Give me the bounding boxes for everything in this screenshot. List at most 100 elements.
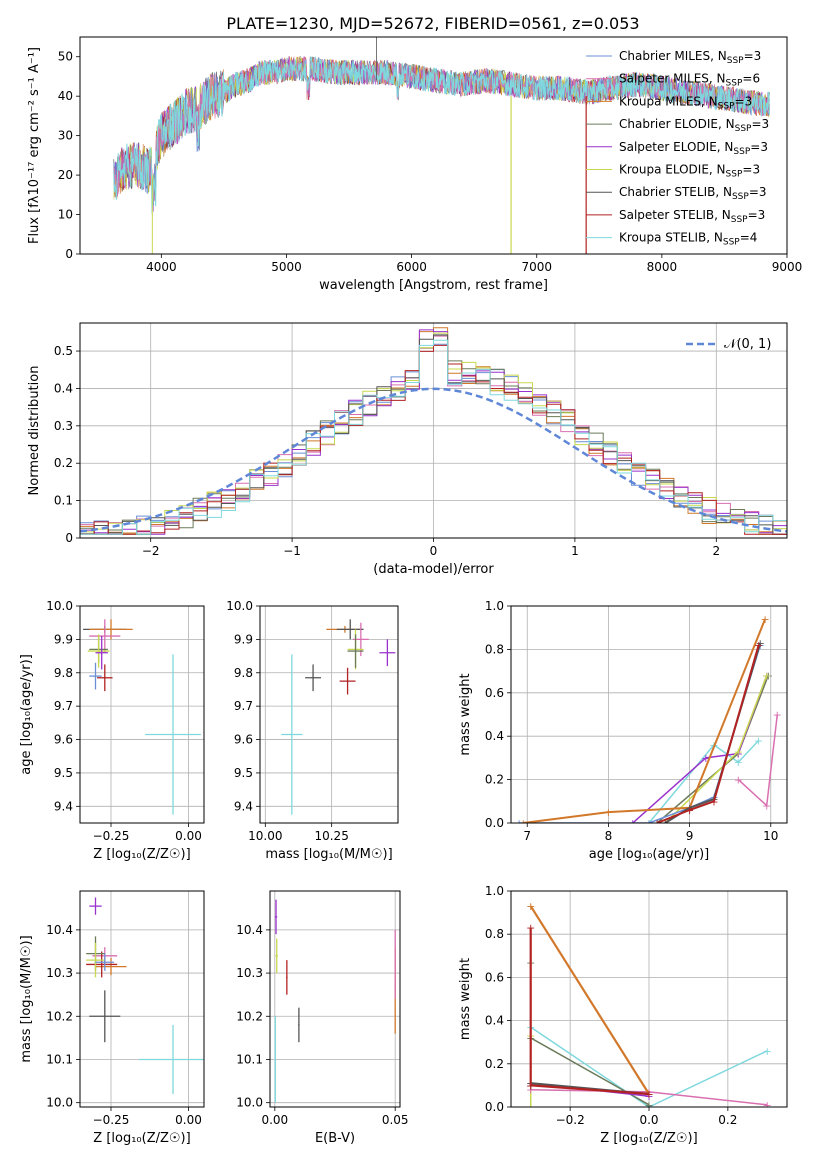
y-tick-label: 0.4: [485, 729, 504, 743]
chart-panel-2: −0.25 0.00 9.4 9.5 9.6 9.7 9.8 9.9 10.0 Z [log₁₀(…: [19, 599, 205, 862]
legend-entry: Salpeter STELIB, NSSP=3: [619, 208, 765, 225]
weight-marker: +: [734, 774, 743, 787]
y-tick-label: 0.6: [485, 970, 504, 984]
x-tick-label: 0.05: [382, 1113, 409, 1127]
y-tick-label: 9.9: [54, 632, 73, 646]
weight-marker: +: [762, 800, 771, 813]
y-tick-label: 10.4: [46, 923, 73, 937]
legend-label: Salpeter STELIB, N: [619, 208, 731, 222]
plot-area: [274, 899, 396, 1103]
weight-marker: +: [734, 745, 743, 758]
y-tick-label: 0.2: [485, 1057, 504, 1071]
legend-entry: Salpeter MILES, NSSP=6: [619, 72, 760, 89]
histogram-series-4: [80, 329, 787, 535]
legend-tail: =3: [748, 208, 766, 222]
y-tick-label: 9.5: [54, 766, 73, 780]
legend-sub: SSP: [731, 215, 748, 225]
x-axis-label: Z [log₁₀(Z/Z☉)]: [93, 847, 190, 862]
weight-marker: +: [526, 1079, 535, 1092]
weight-line-1: [530, 1088, 768, 1106]
axes-frame: [259, 605, 399, 824]
axes-frame: [79, 36, 788, 255]
x-tick-label: 0.00: [175, 1113, 202, 1127]
legend-tail: =3: [750, 140, 768, 154]
normal-curve: [80, 387, 787, 533]
weight-marker: +: [760, 613, 769, 626]
weight-marker: +: [526, 900, 535, 913]
weight-marker: +: [709, 795, 718, 808]
x-tick-label: 10.25: [314, 829, 348, 843]
legend-sub: SSP: [723, 238, 740, 248]
plot-area: [113, 37, 770, 254]
y-tick-label: 0.4: [485, 1014, 504, 1028]
y-tick-label: 0.3: [54, 419, 73, 433]
weight-marker: +: [644, 1088, 653, 1101]
weight-marker: +: [526, 922, 535, 935]
weight-marker: +: [764, 669, 773, 682]
plot-area: +++++++++++ ++++++++++++: [526, 900, 772, 1114]
weight-marker: +: [734, 756, 743, 769]
chart-panel-1: −2 −1 0 1 2 0 0.1 0.2 0.3 0.4 0.5 (data-model)/erro…: [27, 322, 788, 577]
y-tick-label: 9.7: [234, 699, 253, 713]
y-tick-label: 10: [58, 208, 73, 222]
x-tick-label: 7000: [521, 260, 552, 274]
y-tick-label: 0.4: [54, 381, 73, 395]
x-tick-label: 0.0: [639, 1113, 658, 1127]
spectrum-series-8: [113, 56, 770, 214]
y-axis-label: mass weight: [458, 958, 473, 1040]
x-tick-label: 10.00: [248, 829, 282, 843]
axes-frame: [510, 605, 788, 824]
legend-label: Chabrier STELIB, N: [619, 185, 732, 199]
weight-marker: +: [526, 1101, 535, 1114]
y-tick-label: 0: [65, 247, 73, 261]
legend-tail: =3: [742, 163, 760, 177]
legend-sub: SSP: [733, 147, 750, 157]
plot-area: +++++++++ +++++++++ ++++++ ++++++++++: [515, 613, 782, 830]
y-tick-label: 0.2: [54, 456, 73, 470]
legend-entry: Salpeter ELODIE, NSSP=3: [619, 140, 768, 157]
y-tick-label: 30: [58, 129, 73, 143]
weight-marker: +: [773, 709, 782, 722]
legend-label: Kroupa STELIB, N: [619, 231, 723, 245]
y-tick-label: 0.2: [485, 773, 504, 787]
chart-panel-6: 0.00 0.05 10.0 10.1 10.2 10.3 10.4 E(B-V): [236, 890, 409, 1146]
weight-marker: +: [515, 817, 524, 830]
weight-marker: +: [526, 1079, 535, 1092]
y-tick-label: 0.0: [485, 1100, 504, 1114]
legend-sub: SSP: [735, 124, 752, 134]
x-tick-label: 8: [605, 829, 613, 843]
x-tick-label: 9: [686, 829, 694, 843]
weight-line-3: [529, 962, 650, 1106]
y-tick-label: 1.0: [485, 599, 504, 613]
y-tick-label: 0.8: [485, 927, 504, 941]
legend-entry: Chabrier MILES, NSSP=3: [619, 49, 761, 66]
x-axis-label: age [log₁₀(age/yr)]: [589, 847, 710, 862]
legend-entry: 𝒩(0, 1): [724, 337, 771, 352]
x-tick-label: 0: [430, 544, 438, 558]
legend-sub: SSP: [727, 56, 744, 66]
legend-entry: Kroupa ELODIE, NSSP=3: [619, 163, 760, 180]
legend-tail: =3: [751, 117, 769, 131]
y-tick-label: 9.4: [234, 799, 253, 813]
weight-marker: +: [685, 804, 694, 817]
legend-tail: =3: [749, 185, 767, 199]
legend-sub: SSP: [718, 101, 735, 111]
weight-marker: +: [644, 817, 653, 830]
weight-line-7: [529, 927, 650, 1096]
weight-line-1: [737, 714, 779, 808]
y-axis-label: age [log₁₀(age/yr)]: [19, 654, 34, 775]
legend-label: Salpeter ELODIE, N: [619, 140, 733, 154]
x-axis-label: E(B-V): [315, 1131, 355, 1146]
legend-label: Salpeter MILES, N: [619, 72, 726, 86]
weight-line-2: [523, 618, 767, 823]
weight-line-8: [530, 1026, 768, 1107]
x-tick-label: 5000: [271, 260, 302, 274]
x-tick-label: 7: [523, 829, 531, 843]
axes-frame: [79, 890, 205, 1108]
legend-entry: Kroupa MILES, NSSP=3: [619, 94, 752, 111]
y-tick-label: 9.5: [234, 766, 253, 780]
axes-frame: [510, 890, 788, 1108]
weight-line-8: [648, 739, 760, 823]
x-tick-label: −0.25: [93, 1113, 130, 1127]
